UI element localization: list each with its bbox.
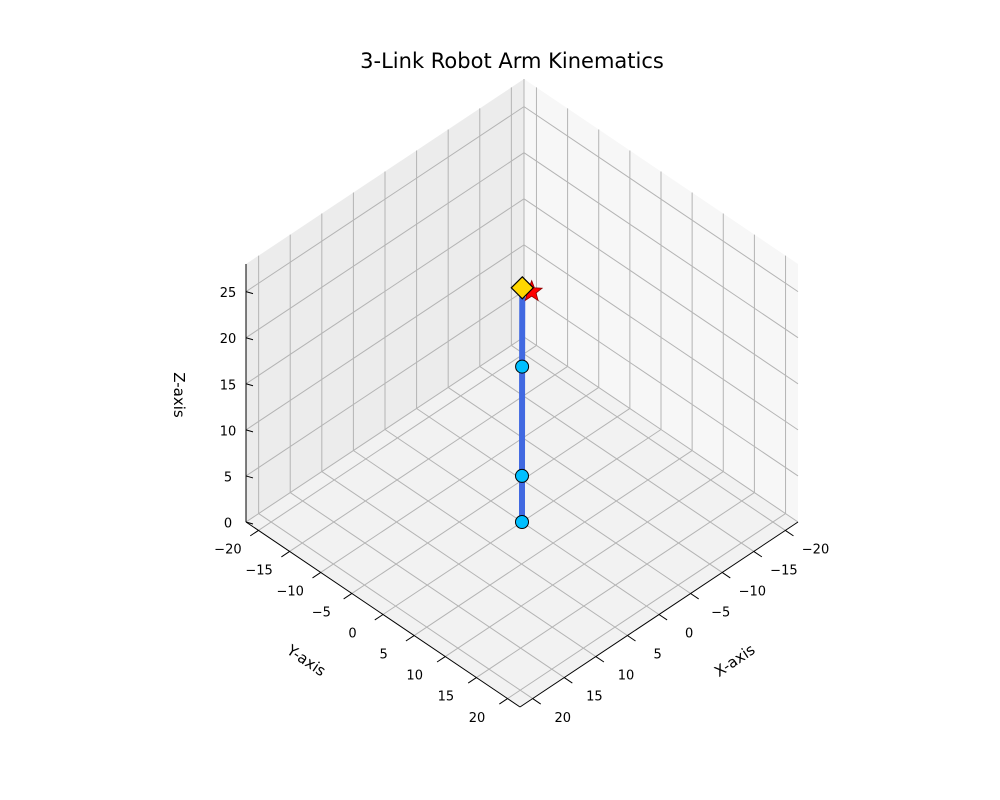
x-tick: [563, 677, 573, 684]
joint-2: [515, 359, 530, 374]
y-tick: [374, 614, 384, 621]
y-axis-label: Y-axis: [283, 641, 330, 681]
z-tick: [245, 291, 254, 295]
x-tick: [627, 635, 636, 642]
z-tick-label: 20: [220, 332, 237, 347]
x-tick-label: −5: [711, 606, 730, 621]
y-tick-label: −20: [214, 543, 241, 558]
end-effector-marker: [510, 275, 535, 300]
x-tick: [785, 529, 794, 537]
x-tick-label: 15: [586, 690, 603, 705]
chart-title: 3-Link Robot Arm Kinematics: [360, 49, 664, 73]
y-grid-floor: [507, 513, 786, 700]
z-axis-label: Z-axis: [170, 372, 188, 418]
x-tick-label: 5: [653, 648, 661, 663]
data-marks: [510, 275, 544, 529]
x-tick: [721, 572, 731, 579]
z-tick-label: 10: [220, 424, 237, 439]
y-tick: [405, 635, 415, 642]
z-grid-right: [523, 198, 799, 385]
x-tick-label: 0: [685, 627, 693, 642]
z-grid-left: [245, 198, 525, 385]
y-tick: [281, 551, 290, 558]
z-tick-label: 25: [220, 286, 237, 301]
z-grid-right: [523, 152, 799, 339]
y-tick-label: −5: [312, 606, 331, 621]
y-tick: [312, 572, 322, 579]
y-grid-floor: [351, 408, 631, 594]
y-grid-floor: [320, 387, 600, 573]
y-tick-label: 5: [379, 648, 387, 663]
x-tick: [753, 551, 763, 558]
x-axis-label: X-axis: [711, 640, 759, 680]
y-tick: [467, 677, 477, 684]
y-tick-label: −10: [276, 585, 303, 600]
z-tick-label: 5: [224, 470, 232, 485]
z-tick: [245, 429, 254, 433]
y-tick: [249, 529, 259, 537]
y-grid-floor: [444, 471, 724, 657]
y-tick: [343, 593, 353, 600]
y-tick: [436, 656, 446, 663]
z-grid-left: [245, 290, 525, 477]
z-tick: [245, 475, 254, 479]
x-tick-label: 20: [555, 711, 572, 726]
z-grid-left: [245, 336, 525, 523]
y-grid-floor: [258, 344, 537, 531]
x-tick-label: −10: [739, 585, 766, 600]
y-tick-label: 10: [406, 669, 423, 684]
joint-1: [515, 468, 529, 483]
z-grid-left: [245, 106, 525, 293]
x-tick: [532, 698, 542, 705]
y-tick-label: 0: [348, 627, 356, 642]
z-tick-label: 0: [224, 517, 232, 532]
y-grid-floor: [413, 450, 693, 636]
z-grid-right: [523, 106, 799, 293]
y-tick-label: 15: [438, 690, 455, 705]
x-tick-label: 10: [618, 669, 635, 684]
z-grid-left: [245, 244, 525, 431]
z-grid-right: [523, 244, 799, 431]
joint-0: [515, 515, 529, 529]
x-tick: [595, 656, 605, 663]
z-tick: [245, 521, 254, 525]
z-tick: [245, 383, 254, 387]
axes: −20 −15 −10 −5 0 5 10 15 20 −20 −15 −10 −5 0 5 10 15 20 0 5…: [214, 264, 829, 726]
z-grid-right: [523, 336, 799, 523]
z-tick-label: 15: [220, 378, 237, 393]
x-tick-label: −20: [802, 543, 829, 558]
x-tick: [690, 593, 699, 600]
y-tick: [499, 698, 508, 705]
x-tick-label: −15: [770, 564, 797, 579]
y-tick-label: −15: [245, 564, 272, 579]
grid-lines: [245, 79, 799, 700]
z-tick: [245, 337, 254, 341]
y-grid-floor: [476, 492, 755, 678]
z-grid-right: [523, 290, 799, 477]
y-tick-label: 20: [469, 711, 486, 726]
x-tick: [658, 614, 668, 621]
z-grid-left: [245, 152, 525, 339]
